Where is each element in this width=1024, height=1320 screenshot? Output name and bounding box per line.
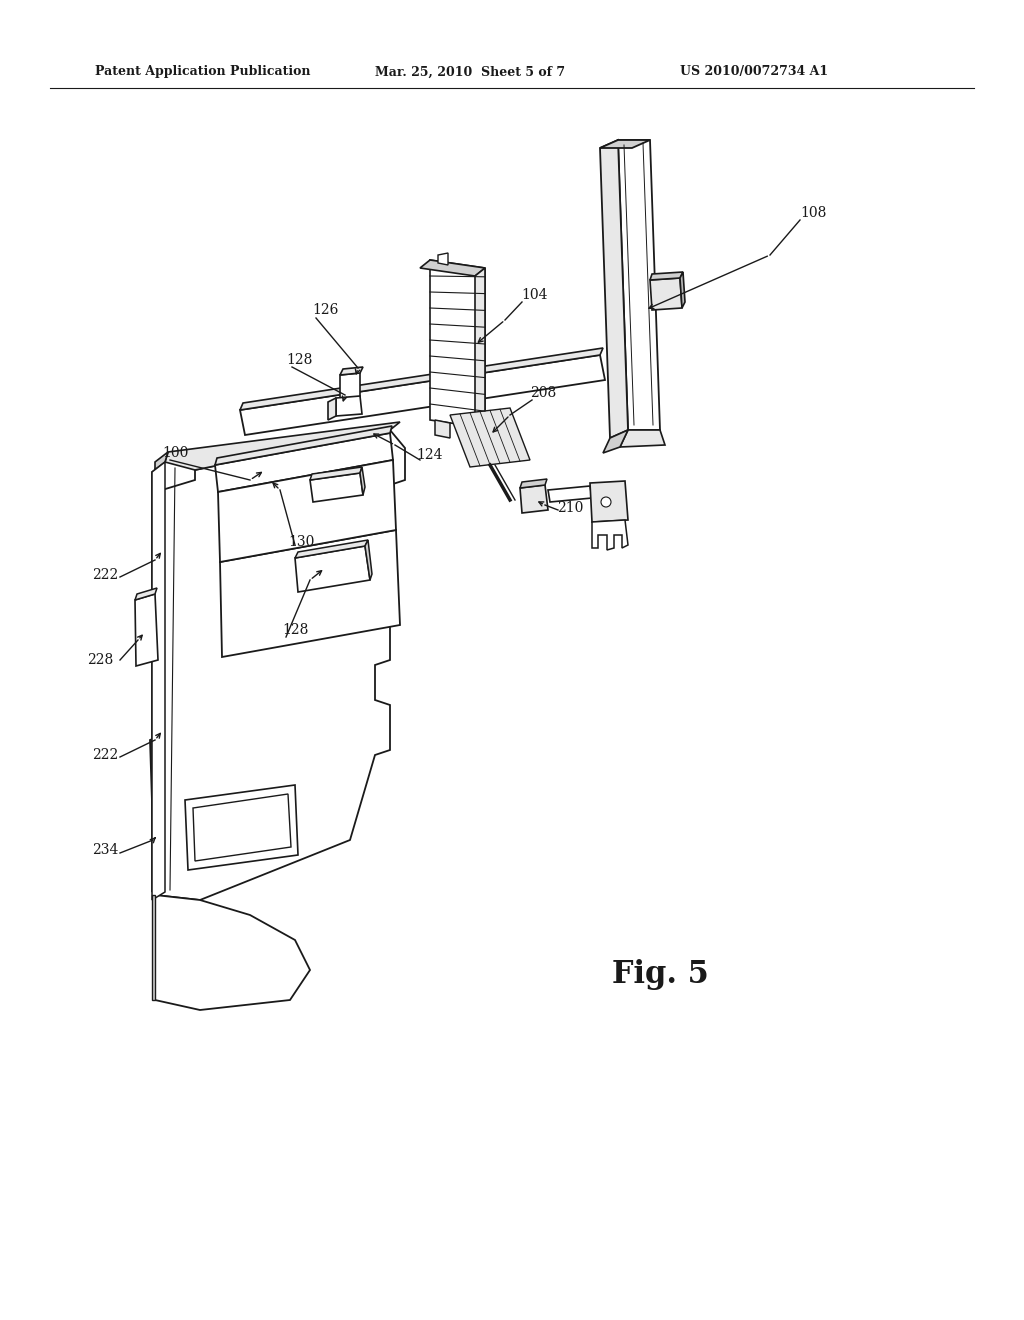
Polygon shape <box>240 355 605 436</box>
Polygon shape <box>520 479 547 488</box>
Polygon shape <box>600 140 650 148</box>
Text: 208: 208 <box>529 385 556 400</box>
Text: US 2010/0072734 A1: US 2010/0072734 A1 <box>680 66 828 78</box>
Text: 128: 128 <box>287 352 313 367</box>
Polygon shape <box>193 795 291 861</box>
Polygon shape <box>220 531 400 657</box>
Polygon shape <box>435 420 450 438</box>
Text: 210: 210 <box>557 502 584 515</box>
Polygon shape <box>592 520 628 550</box>
Circle shape <box>601 498 611 507</box>
Text: 130: 130 <box>289 535 315 549</box>
Polygon shape <box>680 272 685 308</box>
Polygon shape <box>165 422 400 470</box>
Polygon shape <box>295 540 368 558</box>
Polygon shape <box>336 396 362 416</box>
Polygon shape <box>650 279 682 310</box>
Polygon shape <box>155 895 310 1010</box>
Polygon shape <box>450 408 530 467</box>
Polygon shape <box>218 459 396 562</box>
Text: 100: 100 <box>162 446 188 459</box>
Polygon shape <box>520 484 548 513</box>
Polygon shape <box>150 430 406 900</box>
Polygon shape <box>340 374 360 403</box>
Text: 104: 104 <box>522 288 548 302</box>
Polygon shape <box>215 426 392 465</box>
Polygon shape <box>548 486 592 502</box>
Polygon shape <box>240 348 603 411</box>
Polygon shape <box>185 785 298 870</box>
Polygon shape <box>590 480 628 521</box>
Text: 126: 126 <box>312 304 338 317</box>
Text: 124: 124 <box>417 447 443 462</box>
Text: Mar. 25, 2010  Sheet 5 of 7: Mar. 25, 2010 Sheet 5 of 7 <box>375 66 565 78</box>
Polygon shape <box>650 272 683 280</box>
Polygon shape <box>603 430 628 453</box>
Text: 222: 222 <box>92 568 118 582</box>
Polygon shape <box>420 260 485 276</box>
Polygon shape <box>310 467 362 480</box>
Polygon shape <box>620 430 665 447</box>
Polygon shape <box>152 895 155 1001</box>
Text: 108: 108 <box>800 206 826 220</box>
Polygon shape <box>152 462 165 900</box>
Polygon shape <box>475 268 485 436</box>
Polygon shape <box>430 260 485 428</box>
Polygon shape <box>135 587 157 601</box>
Polygon shape <box>600 140 628 438</box>
Text: 234: 234 <box>92 843 118 857</box>
Polygon shape <box>438 253 449 265</box>
Polygon shape <box>310 473 362 502</box>
Text: Fig. 5: Fig. 5 <box>611 960 709 990</box>
Polygon shape <box>328 399 336 420</box>
Polygon shape <box>618 140 660 430</box>
Polygon shape <box>135 594 158 667</box>
Polygon shape <box>295 546 370 591</box>
Polygon shape <box>365 540 372 579</box>
Polygon shape <box>340 367 362 375</box>
Text: 228: 228 <box>87 653 113 667</box>
Polygon shape <box>152 451 168 892</box>
Polygon shape <box>360 467 365 495</box>
Text: 128: 128 <box>282 623 308 638</box>
Text: 222: 222 <box>92 748 118 762</box>
Text: Patent Application Publication: Patent Application Publication <box>95 66 310 78</box>
Polygon shape <box>215 433 393 492</box>
